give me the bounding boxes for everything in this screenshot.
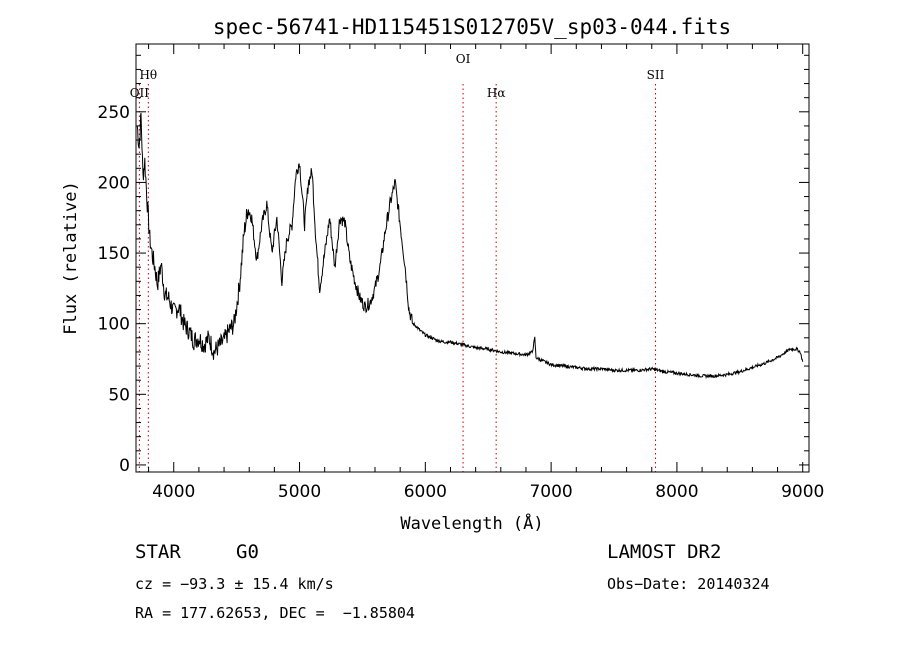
spectrum-line bbox=[136, 112, 804, 380]
redshift-velocity: cz = −93.3 ± 15.4 km/s bbox=[135, 575, 334, 593]
x-axis-label: Wavelength (Å) bbox=[400, 512, 543, 534]
x-tick-label-5000: 5000 bbox=[278, 482, 321, 502]
marker-label-OII: OII bbox=[130, 86, 150, 100]
y-tick-label-250: 250 bbox=[98, 103, 130, 123]
y-tick-label-100: 100 bbox=[98, 315, 130, 335]
object-class: STAR bbox=[135, 541, 181, 563]
coordinates: RA = 177.62653, DEC = −1.85804 bbox=[135, 604, 415, 622]
marker-label-SII: SII bbox=[647, 68, 665, 82]
x-tick-label-4000: 4000 bbox=[152, 482, 195, 502]
marker-label-OI: OI bbox=[456, 52, 471, 66]
observation-date: Obs−Date: 20140324 bbox=[607, 575, 770, 593]
chart-title: spec-56741-HD115451S012705V_sp03-044.fit… bbox=[213, 15, 731, 39]
axes: 4000 5000 6000 7000 8000 9000 0 50 100 150 200 250 bbox=[98, 43, 824, 502]
y-axis-label: Flux (relative) bbox=[61, 181, 81, 335]
spectrum-series bbox=[136, 112, 804, 380]
marker-label-Hα: Hα bbox=[487, 86, 506, 100]
emission-line-markers: OII Hθ OI Hα SII bbox=[130, 52, 665, 472]
x-tick-label-6000: 6000 bbox=[404, 482, 447, 502]
x-tick-label-7000: 7000 bbox=[529, 482, 572, 502]
survey-name: LAMOST DR2 bbox=[607, 541, 722, 563]
x-tick-label-8000: 8000 bbox=[655, 482, 698, 502]
y-tick-label-0: 0 bbox=[119, 456, 130, 476]
object-subclass: G0 bbox=[236, 541, 259, 563]
y-tick-label-150: 150 bbox=[98, 244, 130, 264]
plot-frame bbox=[135, 43, 810, 473]
marker-label-Hθ: Hθ bbox=[139, 68, 157, 82]
y-tick-label-50: 50 bbox=[108, 385, 130, 405]
x-tick-label-9000: 9000 bbox=[781, 482, 824, 502]
y-tick-label-200: 200 bbox=[98, 173, 130, 193]
